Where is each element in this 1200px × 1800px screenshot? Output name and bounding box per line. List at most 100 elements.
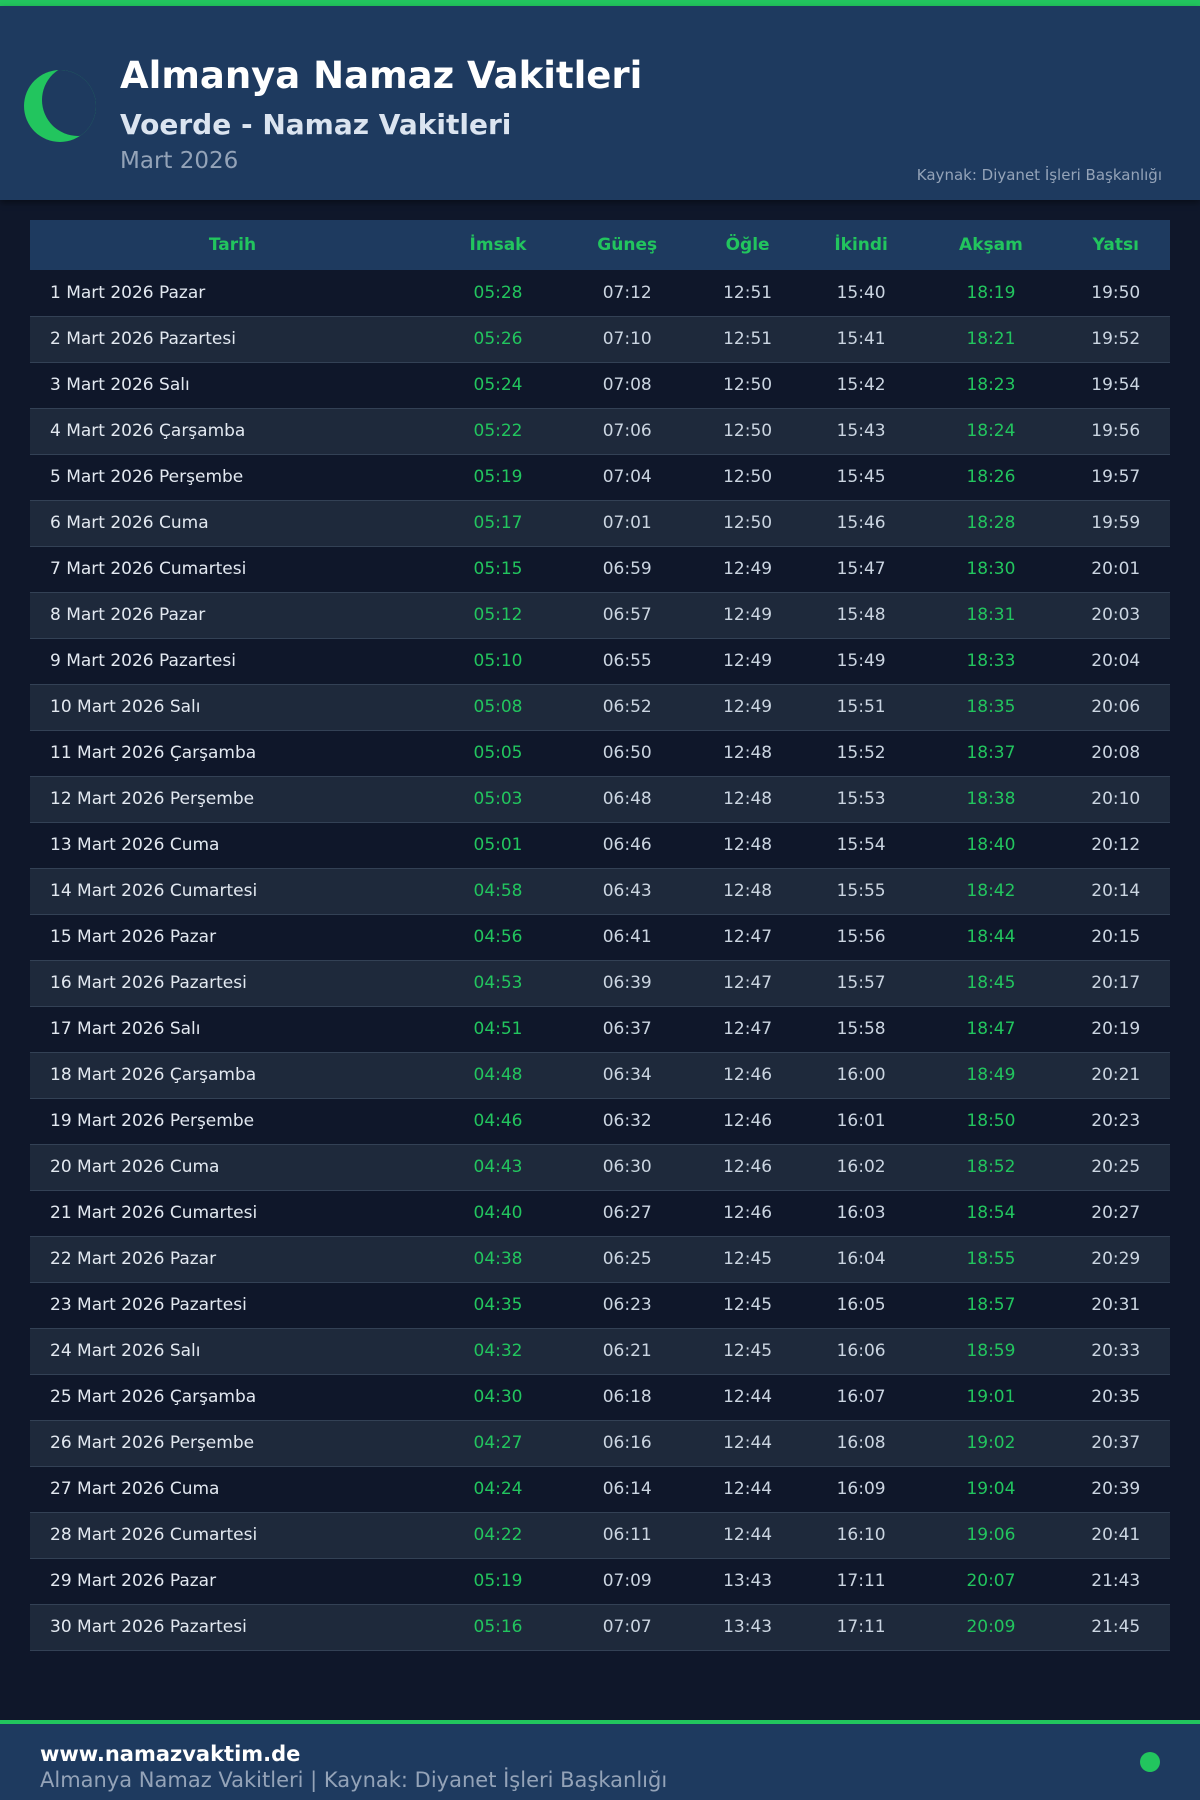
date-cell: 7 Mart 2026 Cumartesi [30, 546, 435, 593]
time-cell: 07:07 [561, 1604, 694, 1651]
time-cell: 12:49 [693, 684, 802, 731]
time-cell: 21:45 [1061, 1604, 1170, 1651]
time-cell: 18:55 [920, 1236, 1062, 1283]
status-dot-icon [1140, 1752, 1160, 1772]
date-cell: 18 Mart 2026 Çarşamba [30, 1052, 435, 1099]
time-cell: 06:23 [561, 1282, 694, 1329]
time-cell: 18:30 [920, 546, 1062, 593]
table-header-row: Tarih İmsak Güneş Öğle İkindi Akşam Yatsı [30, 220, 1170, 270]
table-row: 30 Mart 2026 Pazartesi 05:16 07:07 13:43 17:… [30, 1604, 1170, 1651]
time-cell: 18:35 [920, 684, 1062, 731]
time-cell: 18:26 [920, 454, 1062, 501]
time-cell: 19:50 [1061, 270, 1170, 317]
source-label: Kaynak: Diyanet İşleri Başkanlığı [916, 166, 1162, 184]
time-cell: 16:00 [801, 1052, 921, 1099]
date-cell: 4 Mart 2026 Çarşamba [30, 408, 435, 455]
time-cell: 16:07 [801, 1374, 921, 1421]
time-cell: 16:02 [801, 1144, 921, 1191]
time-cell: 18:50 [920, 1098, 1062, 1145]
time-cell: 12:48 [693, 730, 802, 777]
table-row: 21 Mart 2026 Cumartesi 04:40 06:27 12:46 16:… [30, 1190, 1170, 1237]
date-cell: 22 Mart 2026 Pazar [30, 1236, 435, 1283]
time-cell: 18:47 [920, 1006, 1062, 1053]
time-cell: 16:04 [801, 1236, 921, 1283]
time-cell: 06:50 [561, 730, 694, 777]
time-cell: 15:46 [801, 500, 921, 547]
time-cell: 12:45 [693, 1282, 802, 1329]
date-cell: 23 Mart 2026 Pazartesi [30, 1282, 435, 1329]
table-row: 3 Mart 2026 Salı 05:24 07:08 12:50 15:42 18:2… [30, 362, 1170, 409]
time-cell: 19:54 [1061, 362, 1170, 409]
time-cell: 06:27 [561, 1190, 694, 1237]
time-cell: 06:59 [561, 546, 694, 593]
time-cell: 06:55 [561, 638, 694, 685]
time-cell: 12:49 [693, 592, 802, 639]
time-cell: 20:29 [1061, 1236, 1170, 1283]
time-cell: 20:27 [1061, 1190, 1170, 1237]
time-cell: 06:32 [561, 1098, 694, 1145]
table-row: 11 Mart 2026 Çarşamba 05:05 06:50 12:48 15:5… [30, 730, 1170, 777]
table-row: 16 Mart 2026 Pazartesi 04:53 06:39 12:47 15:… [30, 960, 1170, 1007]
time-cell: 15:41 [801, 316, 921, 363]
time-cell: 06:18 [561, 1374, 694, 1421]
time-cell: 15:51 [801, 684, 921, 731]
table-row: 20 Mart 2026 Cuma 04:43 06:30 12:46 16:02 18:… [30, 1144, 1170, 1191]
time-cell: 06:16 [561, 1420, 694, 1467]
prayer-times-table: Tarih İmsak Güneş Öğle İkindi Akşam Yatsı 1 Ma… [30, 220, 1170, 1651]
date-cell: 3 Mart 2026 Salı [30, 362, 435, 409]
time-cell: 05:22 [435, 408, 562, 455]
time-cell: 12:45 [693, 1328, 802, 1375]
time-cell: 16:01 [801, 1098, 921, 1145]
time-cell: 05:03 [435, 776, 562, 823]
time-cell: 12:45 [693, 1236, 802, 1283]
time-cell: 16:03 [801, 1190, 921, 1237]
time-cell: 12:50 [693, 362, 802, 409]
time-cell: 04:51 [435, 1006, 562, 1053]
table-row: 27 Mart 2026 Cuma 04:24 06:14 12:44 16:09 19:… [30, 1466, 1170, 1513]
date-cell: 25 Mart 2026 Çarşamba [30, 1374, 435, 1421]
time-cell: 12:46 [693, 1190, 802, 1237]
date-cell: 2 Mart 2026 Pazartesi [30, 316, 435, 363]
column-header: İmsak [435, 220, 562, 270]
time-cell: 12:44 [693, 1512, 802, 1559]
time-cell: 15:54 [801, 822, 921, 869]
date-cell: 26 Mart 2026 Perşembe [30, 1420, 435, 1467]
time-cell: 20:23 [1061, 1098, 1170, 1145]
time-cell: 07:06 [561, 408, 694, 455]
table-row: 25 Mart 2026 Çarşamba 04:30 06:18 12:44 16:0… [30, 1374, 1170, 1421]
date-cell: 12 Mart 2026 Perşembe [30, 776, 435, 823]
time-cell: 18:57 [920, 1282, 1062, 1329]
footer: www.namazvaktim.de Almanya Namaz Vakitle… [0, 1720, 1200, 1800]
month-label: Mart 2026 [120, 148, 239, 174]
time-cell: 04:48 [435, 1052, 562, 1099]
date-cell: 9 Mart 2026 Pazartesi [30, 638, 435, 685]
time-cell: 15:53 [801, 776, 921, 823]
time-cell: 06:39 [561, 960, 694, 1007]
table-row: 22 Mart 2026 Pazar 04:38 06:25 12:45 16:04 18… [30, 1236, 1170, 1283]
time-cell: 16:10 [801, 1512, 921, 1559]
time-cell: 05:08 [435, 684, 562, 731]
time-cell: 15:47 [801, 546, 921, 593]
time-cell: 06:30 [561, 1144, 694, 1191]
time-cell: 12:44 [693, 1374, 802, 1421]
time-cell: 20:39 [1061, 1466, 1170, 1513]
table-row: 4 Mart 2026 Çarşamba 05:22 07:06 12:50 15:43… [30, 408, 1170, 455]
time-cell: 04:32 [435, 1328, 562, 1375]
time-cell: 04:24 [435, 1466, 562, 1513]
footer-site-link[interactable]: www.namazvaktim.de [40, 1742, 301, 1766]
time-cell: 07:10 [561, 316, 694, 363]
time-cell: 05:19 [435, 454, 562, 501]
time-cell: 06:57 [561, 592, 694, 639]
time-cell: 05:19 [435, 1558, 562, 1605]
date-cell: 20 Mart 2026 Cuma [30, 1144, 435, 1191]
date-cell: 29 Mart 2026 Pazar [30, 1558, 435, 1605]
time-cell: 16:06 [801, 1328, 921, 1375]
time-cell: 16:08 [801, 1420, 921, 1467]
time-cell: 20:17 [1061, 960, 1170, 1007]
time-cell: 21:43 [1061, 1558, 1170, 1605]
time-cell: 07:09 [561, 1558, 694, 1605]
time-cell: 06:46 [561, 822, 694, 869]
column-header: Tarih [30, 220, 435, 270]
time-cell: 20:09 [920, 1604, 1062, 1651]
date-cell: 17 Mart 2026 Salı [30, 1006, 435, 1053]
